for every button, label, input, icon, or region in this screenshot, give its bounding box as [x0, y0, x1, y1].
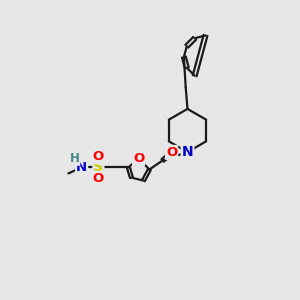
- Text: O: O: [166, 146, 177, 159]
- Text: H: H: [70, 152, 79, 165]
- Text: O: O: [93, 172, 104, 185]
- Text: N: N: [182, 145, 193, 159]
- Text: O: O: [93, 150, 104, 163]
- Text: N: N: [76, 161, 87, 174]
- Text: S: S: [93, 160, 103, 174]
- Text: O: O: [133, 152, 144, 165]
